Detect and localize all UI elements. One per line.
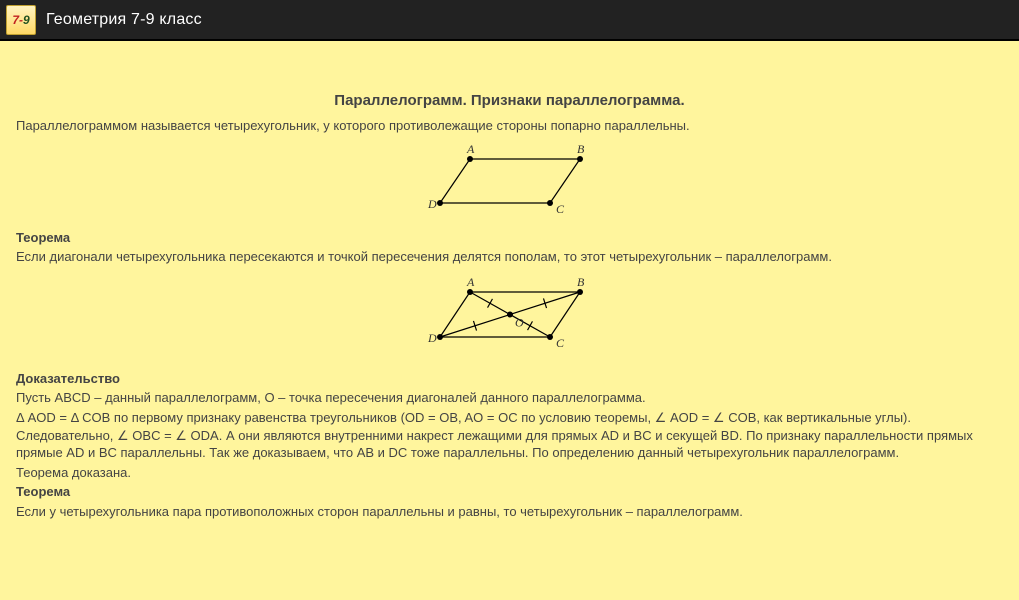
svg-text:D: D <box>427 197 437 211</box>
figure-parallelogram-diagonals: A B C D O <box>400 272 620 362</box>
app-icon-text-2: 9 <box>23 13 30 27</box>
svg-text:O: O <box>515 315 524 329</box>
proof-end: Теорема доказана. <box>16 464 1003 482</box>
proof-line-2: Δ AOD = Δ COB по первому признаку равенс… <box>16 409 1003 462</box>
content-area: Параллелограмм. Признаки параллелограмма… <box>0 41 1019 600</box>
svg-text:A: A <box>466 275 475 289</box>
svg-text:B: B <box>577 142 585 156</box>
theorem-2-text: Если у четырехугольника пара противополо… <box>16 503 1003 521</box>
definition-text: Параллелограммом называется четырехуголь… <box>16 117 1003 135</box>
svg-text:C: C <box>556 336 565 350</box>
svg-text:D: D <box>427 331 437 345</box>
theorem-label-1: Теорема <box>16 229 1003 247</box>
svg-text:A: A <box>466 142 475 156</box>
page-title: Параллелограмм. Признаки параллелограмма… <box>16 91 1003 111</box>
figure-parallelogram: A B C D <box>405 141 615 221</box>
app-header: 7-9 Геометрия 7-9 класс <box>0 0 1019 41</box>
theorem-1-text: Если диагонали четырехугольника пересека… <box>16 248 1003 266</box>
theorem-label-2: Теорема <box>16 483 1003 501</box>
app-title: Геометрия 7-9 класс <box>46 11 202 29</box>
app-icon: 7-9 <box>6 5 36 35</box>
svg-text:C: C <box>556 202 565 216</box>
app-icon-text-1: 7- <box>12 13 23 27</box>
proof-line-1: Пусть ABCD – данный параллелограмм, O – … <box>16 389 1003 407</box>
proof-label: Доказательство <box>16 370 1003 388</box>
svg-text:B: B <box>577 275 585 289</box>
